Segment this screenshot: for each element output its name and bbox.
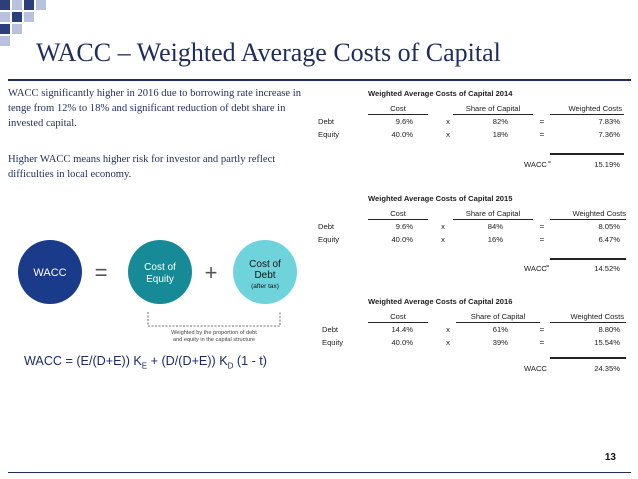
title-divider — [8, 79, 631, 81]
row-weighted-equity: 15.54% — [594, 338, 620, 347]
row-cost-debt: 9.6% — [395, 222, 413, 231]
cost-of-debt-circle — [233, 240, 297, 304]
formula-part3: (1 - t) — [233, 354, 267, 368]
cost-of-debt-line2: Debt — [254, 270, 275, 281]
footer-divider — [8, 472, 631, 473]
header-share-underline — [453, 219, 533, 220]
header-share-underline — [453, 114, 533, 115]
page-number: 13 — [604, 452, 616, 463]
weighting-bracket — [147, 312, 281, 327]
header-weighted-underline — [550, 219, 626, 220]
total-line — [550, 153, 624, 155]
row-x-equity: x — [446, 338, 450, 347]
header-cost: Cost — [390, 104, 406, 113]
header-cost-underline — [368, 219, 428, 220]
cost-of-equity-line1: Cost of — [144, 262, 176, 273]
table-title: Weighted Average Costs of Capital 2014 — [368, 89, 513, 98]
header-weighted: Weighted Costs — [572, 209, 626, 218]
row-x-debt: x — [446, 325, 450, 334]
formula-part2: + (D/(D+E)) K — [147, 354, 228, 368]
formula-sub-d: D — [227, 361, 234, 371]
wacc-table-2015: Weighted Average Costs of Capital 2015 C… — [318, 194, 628, 278]
row-eq-debt: = — [539, 222, 545, 231]
total-label: WACC — [524, 160, 547, 169]
total-eq: = — [546, 264, 550, 270]
row-label-equity: Equity — [318, 130, 340, 139]
cost-of-debt-note: (after tax) — [251, 283, 279, 290]
header-cost-underline — [368, 322, 428, 323]
bracket-note-line2: and equity in the capital structure — [173, 337, 255, 343]
row-weighted-debt: 8.80% — [598, 325, 620, 334]
plus-sign: + — [205, 260, 218, 285]
row-weighted-debt: 8.05% — [598, 222, 620, 231]
equals-sign: = — [95, 260, 108, 285]
formula-part1: WACC = (E/(D+E)) K — [24, 354, 142, 368]
row-share-debt: 84% — [487, 222, 503, 231]
row-cost-debt: 14.4% — [391, 325, 413, 334]
row-share-equity: 39% — [492, 338, 508, 347]
row-label-equity: Equity — [318, 235, 340, 244]
row-label-equity: Equity — [322, 338, 344, 347]
header-share: Share of Capital — [465, 209, 521, 218]
row-cost-equity: 40.0% — [391, 235, 413, 244]
formula-sub-e: E — [141, 361, 148, 371]
row-cost-equity: 40.0% — [391, 130, 413, 139]
row-cost-debt: 9.6% — [395, 117, 413, 126]
paragraph-wacc-increase: WACC significantly higher in 2016 due to… — [8, 88, 302, 129]
header-weighted-underline — [550, 322, 626, 323]
row-x-debt: x — [446, 117, 450, 126]
table-title: Weighted Average Costs of Capital 2016 — [368, 297, 513, 306]
corner-decoration — [0, 0, 46, 46]
row-x-equity: x — [446, 130, 450, 139]
row-share-equity: 18% — [492, 130, 508, 139]
row-share-debt: 61% — [492, 325, 508, 334]
cost-of-equity-line2: Equity — [146, 274, 174, 285]
header-share: Share of Capital — [465, 104, 521, 113]
total-eq: = — [548, 160, 551, 166]
wacc-formula: WACC = (E/(D+E)) KE + (D/(D+E)) KD (1 - … — [24, 354, 267, 371]
header-weighted-underline — [550, 114, 624, 115]
row-eq-equity: = — [539, 235, 545, 244]
cost-of-debt-line1: Cost of — [249, 259, 281, 270]
wacc-table-2014: Weighted Average Costs of Capital 2014 C… — [318, 89, 628, 173]
row-x-debt: x — [441, 222, 445, 231]
header-share: Share of Capital — [470, 312, 526, 321]
header-cost-underline — [368, 114, 428, 115]
cost-of-equity-circle — [128, 240, 192, 304]
row-weighted-equity: 6.47% — [598, 235, 620, 244]
row-label-debt: Debt — [318, 117, 335, 126]
row-x-equity: x — [441, 235, 445, 244]
row-eq-debt: = — [539, 117, 545, 126]
total-value: 15.19% — [594, 160, 620, 169]
bracket-note-line1: Weighted by the proportion of debt — [171, 330, 257, 336]
wacc-circle-label: WACC — [33, 267, 66, 279]
wacc-diagram: WACC = Cost of Equity + Cost of Debt (af… — [18, 240, 297, 343]
row-weighted-debt: 7.83% — [598, 117, 620, 126]
row-label-debt: Debt — [322, 325, 339, 334]
table-title: Weighted Average Costs of Capital 2015 — [368, 194, 513, 203]
wacc-table-2016: Weighted Average Costs of Capital 2016 C… — [318, 297, 628, 381]
row-label-debt: Debt — [318, 222, 335, 231]
header-share-underline — [456, 322, 540, 323]
total-line — [550, 258, 626, 260]
total-value: 14.52% — [594, 264, 620, 273]
row-eq-debt: = — [539, 325, 545, 334]
row-eq-equity: = — [539, 130, 545, 139]
total-line — [550, 357, 626, 359]
row-eq-equity: = — [539, 338, 545, 347]
row-share-debt: 82% — [492, 117, 508, 126]
header-weighted: Weighted Costs — [570, 312, 624, 321]
row-weighted-equity: 7.36% — [598, 130, 620, 139]
header-cost: Cost — [390, 209, 406, 218]
total-label: WACC — [524, 364, 547, 373]
header-weighted: Weighted Costs — [568, 104, 622, 113]
paragraph-higher-risk: Higher WACC means higher risk for invest… — [8, 154, 276, 180]
row-share-equity: 16% — [487, 235, 503, 244]
wacc-circle — [18, 240, 82, 304]
slide-title: WACC – Weighted Average Costs of Capital — [36, 38, 501, 67]
header-cost: Cost — [390, 312, 406, 321]
total-value: 24.35% — [594, 364, 620, 373]
total-label: WACC — [524, 264, 547, 273]
row-cost-equity: 40.0% — [391, 338, 413, 347]
